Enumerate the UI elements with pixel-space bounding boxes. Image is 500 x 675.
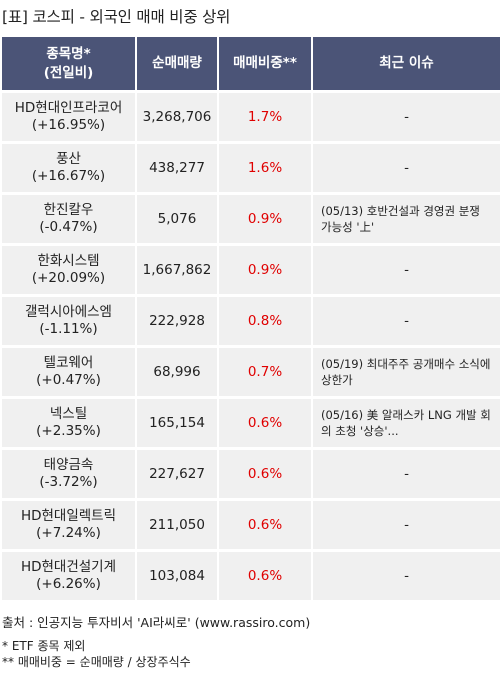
issue-text: - bbox=[404, 109, 409, 125]
issue-cell: - bbox=[313, 144, 500, 192]
stock-name-cell: HD현대일렉트릭 (+7.24%) bbox=[2, 501, 135, 549]
issue-cell: - bbox=[313, 93, 500, 141]
issue-text: - bbox=[404, 466, 409, 482]
net-volume-cell: 227,627 bbox=[137, 450, 217, 498]
stock-name-cell: 태양금속 (-3.72%) bbox=[2, 450, 135, 498]
header-stock-name: 종목명* (전일비) bbox=[2, 37, 135, 90]
net-volume-cell: 5,076 bbox=[137, 195, 217, 243]
ratio-cell: 0.9% bbox=[219, 246, 311, 294]
stock-name: 갤럭시아에스엠 bbox=[25, 304, 112, 320]
table-row: 갤럭시아에스엠 (-1.11%) 222,928 0.8% - bbox=[2, 297, 500, 345]
stock-change: (-1.11%) bbox=[39, 321, 98, 337]
stock-change: (+20.09%) bbox=[31, 270, 106, 286]
issue-text: - bbox=[404, 160, 409, 176]
source-note: 출처 : 인공지능 투자비서 'AI라씨로' (www.rassiro.com) bbox=[2, 615, 311, 630]
etf-exclusion-note: * ETF 종목 제외 bbox=[2, 639, 86, 653]
ratio-cell: 0.6% bbox=[219, 399, 311, 447]
stock-name-cell: 갤럭시아에스엠 (-1.11%) bbox=[2, 297, 135, 345]
header-net-volume: 순매매량 bbox=[137, 37, 217, 90]
issue-cell: - bbox=[313, 297, 500, 345]
stock-change: (+2.35%) bbox=[36, 423, 101, 439]
header-change-label: (전일비) bbox=[43, 64, 94, 81]
ratio-cell: 0.7% bbox=[219, 348, 311, 396]
header-stock-name-label: 종목명* bbox=[46, 45, 91, 62]
issue-text: - bbox=[404, 517, 409, 533]
stock-name: 한화시스템 bbox=[37, 253, 100, 269]
stock-change: (-3.72%) bbox=[39, 474, 98, 490]
stock-name: HD현대인프라코어 bbox=[14, 100, 123, 116]
stock-change: (+16.95%) bbox=[31, 117, 106, 133]
issue-text: (05/19) 최대주주 공개매수 소식에 상한가 bbox=[321, 357, 491, 387]
table-row: 태양금속 (-3.72%) 227,627 0.6% - bbox=[2, 450, 500, 498]
stock-name: 한진칼우 bbox=[43, 202, 94, 218]
table-row: HD현대인프라코어 (+16.95%) 3,268,706 1.7% - bbox=[2, 93, 500, 141]
net-volume-cell: 1,667,862 bbox=[137, 246, 217, 294]
net-volume-cell: 3,268,706 bbox=[137, 93, 217, 141]
stock-change: (+6.26%) bbox=[36, 576, 101, 592]
page-title: [표] 코스피 - 외국인 매매 비중 상위 bbox=[2, 8, 231, 26]
table-row: 넥스틸 (+2.35%) 165,154 0.6% (05/16) 美 알래스카 LNG… bbox=[2, 399, 500, 447]
stock-name: HD현대일렉트릭 bbox=[20, 508, 117, 524]
stock-name: 텔코웨어 bbox=[43, 355, 94, 371]
issue-cell: - bbox=[313, 552, 500, 600]
issue-text: - bbox=[404, 262, 409, 278]
ratio-cell: 1.6% bbox=[219, 144, 311, 192]
issue-cell: (05/19) 최대주주 공개매수 소식에 상한가 bbox=[313, 348, 500, 396]
stock-name-cell: 한진칼우 (-0.47%) bbox=[2, 195, 135, 243]
issue-cell: (05/16) 美 알래스카 LNG 개발 회의 초청 '상승'... bbox=[313, 399, 500, 447]
issue-cell: - bbox=[313, 501, 500, 549]
stock-name: 풍산 bbox=[56, 151, 81, 167]
stock-name-cell: 풍산 (+16.67%) bbox=[2, 144, 135, 192]
issue-text: (05/13) 호반건설과 경영권 분쟁 가능성 '上' bbox=[321, 204, 480, 234]
ratio-definition-note: ** 매매비중 = 순매매량 / 상장주식수 bbox=[2, 655, 191, 669]
issue-text: - bbox=[404, 568, 409, 584]
issue-cell: - bbox=[313, 246, 500, 294]
net-volume-cell: 103,084 bbox=[137, 552, 217, 600]
stock-name-cell: 한화시스템 (+20.09%) bbox=[2, 246, 135, 294]
ratio-cell: 0.6% bbox=[219, 552, 311, 600]
stock-change: (-0.47%) bbox=[39, 219, 98, 235]
table-header-row: 종목명* (전일비) 순매매량 매매비중** 최근 이슈 bbox=[2, 37, 500, 90]
foreign-trading-table: 종목명* (전일비) 순매매량 매매비중** 최근 이슈 HD현대인프라코어 (+… bbox=[0, 34, 500, 603]
table-row: 텔코웨어 (+0.47%) 68,996 0.7% (05/19) 최대주주 공개매수 … bbox=[2, 348, 500, 396]
ratio-cell: 0.6% bbox=[219, 450, 311, 498]
stock-name-cell: 넥스틸 (+2.35%) bbox=[2, 399, 135, 447]
stock-change: (+16.67%) bbox=[31, 168, 106, 184]
table-row: 한진칼우 (-0.47%) 5,076 0.9% (05/13) 호반건설과 경영권 분… bbox=[2, 195, 500, 243]
table-row: 풍산 (+16.67%) 438,277 1.6% - bbox=[2, 144, 500, 192]
ratio-cell: 0.6% bbox=[219, 501, 311, 549]
ratio-cell: 1.7% bbox=[219, 93, 311, 141]
net-volume-cell: 165,154 bbox=[137, 399, 217, 447]
table-row: HD현대일렉트릭 (+7.24%) 211,050 0.6% - bbox=[2, 501, 500, 549]
header-issue: 최근 이슈 bbox=[313, 37, 500, 90]
issue-text: - bbox=[404, 313, 409, 329]
issue-text: (05/16) 美 알래스카 LNG 개발 회의 초청 '상승'... bbox=[321, 408, 491, 438]
net-volume-cell: 211,050 bbox=[137, 501, 217, 549]
stock-change: (+0.47%) bbox=[36, 372, 101, 388]
ratio-cell: 0.8% bbox=[219, 297, 311, 345]
stock-name-cell: HD현대인프라코어 (+16.95%) bbox=[2, 93, 135, 141]
stock-name: 넥스틸 bbox=[49, 406, 88, 422]
stock-name: HD현대건설기계 bbox=[20, 559, 117, 575]
issue-cell: (05/13) 호반건설과 경영권 분쟁 가능성 '上' bbox=[313, 195, 500, 243]
stock-name-cell: HD현대건설기계 (+6.26%) bbox=[2, 552, 135, 600]
stock-name: 태양금속 bbox=[43, 457, 94, 473]
table-row: HD현대건설기계 (+6.26%) 103,084 0.6% - bbox=[2, 552, 500, 600]
issue-cell: - bbox=[313, 450, 500, 498]
stock-name-cell: 텔코웨어 (+0.47%) bbox=[2, 348, 135, 396]
header-ratio: 매매비중** bbox=[219, 37, 311, 90]
net-volume-cell: 222,928 bbox=[137, 297, 217, 345]
stock-change: (+7.24%) bbox=[36, 525, 101, 541]
net-volume-cell: 68,996 bbox=[137, 348, 217, 396]
ratio-cell: 0.9% bbox=[219, 195, 311, 243]
table-row: 한화시스템 (+20.09%) 1,667,862 0.9% - bbox=[2, 246, 500, 294]
net-volume-cell: 438,277 bbox=[137, 144, 217, 192]
